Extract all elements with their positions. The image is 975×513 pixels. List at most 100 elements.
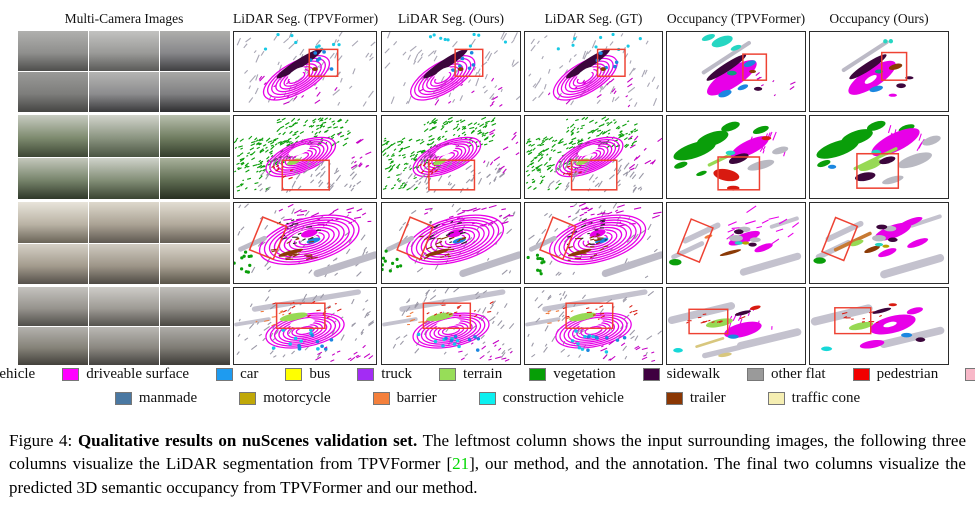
- panel-r3-lidar-ours: [381, 202, 521, 284]
- legend-swatch-bicycle: [965, 368, 975, 381]
- camera-image-r3-3: [160, 202, 230, 243]
- red-highlight-box: [834, 307, 872, 335]
- legend-label-ego-vehicle: ego vehicle: [0, 366, 36, 382]
- legend-label-sidewalk: sidewalk: [666, 366, 720, 382]
- legend-item-terrain: terrain: [439, 366, 502, 383]
- legend-item-construction-vehicle: construction vehicle: [478, 390, 624, 407]
- red-highlight-box: [881, 51, 908, 81]
- panel-r1-occupancy-tpvformer: [666, 31, 806, 112]
- panel-r2-lidar-tpvformer: [233, 115, 377, 199]
- camera-image-r4-2: [89, 287, 159, 326]
- panel-r3-multi-camera-images: [18, 202, 230, 284]
- legend-label-terrain: terrain: [463, 366, 503, 382]
- legend-item-motorcycle: motorcycle: [239, 390, 331, 407]
- legend-label-manmade: manmade: [138, 390, 198, 406]
- caption-figure-label: Figure 4:: [9, 431, 78, 450]
- red-highlight-box: [308, 48, 339, 77]
- panel-r3-occupancy-tpvformer: [666, 202, 806, 284]
- camera-image-r4-3: [160, 287, 230, 326]
- legend-swatch-driveable-surface: [62, 368, 80, 381]
- camera-image-r3-2: [89, 202, 159, 243]
- camera-image-r1-4: [18, 72, 88, 112]
- legend-label-motorcycle: motorcycle: [263, 390, 331, 406]
- red-highlight-box: [422, 302, 472, 329]
- legend-item-car: car: [216, 366, 258, 383]
- red-highlight-box: [428, 159, 476, 191]
- camera-image-r1-6: [160, 72, 230, 112]
- legend-item-vegetation: vegetation: [529, 366, 616, 383]
- legend-item-trailer: trailer: [665, 390, 726, 407]
- red-highlight-box: [565, 302, 614, 329]
- panel-r3-lidar-tpvformer: [233, 202, 377, 284]
- legend-swatch-construction-vehicle: [478, 392, 496, 405]
- panel-r4-lidar-gt: [524, 287, 663, 365]
- legend-row-2: manmade motorcycle barrier construction veh…: [0, 388, 975, 409]
- caption-bold-title: Qualitative results on nuScenes validati…: [77, 431, 418, 450]
- red-highlight-box: [275, 302, 326, 329]
- camera-image-r4-5: [89, 326, 159, 365]
- camera-image-r2-4: [18, 157, 88, 199]
- camera-image-r1-5: [89, 72, 159, 112]
- legend-label-bus: bus: [309, 366, 331, 382]
- red-highlight-box: [742, 53, 768, 81]
- red-highlight-box: [856, 152, 900, 189]
- column-header-occupancy-ours-: Occupancy (Ours): [829, 11, 929, 26]
- camera-image-r2-6: [160, 157, 230, 199]
- caption-text-1: The leftmost column shows the input surr…: [9, 431, 967, 474]
- caption-text-2: ], our method, and the annotation. The f…: [9, 454, 966, 497]
- legend-item-bicycle: bicycle: [965, 366, 975, 383]
- legend-swatch-sidewalk: [642, 368, 660, 381]
- legend-swatch-trailer: [665, 392, 683, 405]
- panel-r3-occupancy-ours: [809, 202, 949, 284]
- legend-label-pedestrian: pedestrian: [876, 366, 939, 382]
- panel-r1-lidar-gt: [524, 31, 663, 112]
- camera-image-r3-4: [18, 243, 88, 284]
- legend-item-driveable-surface: driveable surface: [62, 366, 189, 383]
- panel-r4-lidar-ours: [381, 287, 521, 365]
- legend-swatch-car: [216, 368, 234, 381]
- camera-image-r2-1: [18, 115, 88, 157]
- camera-image-r4-4: [18, 326, 88, 365]
- panel-r2-occupancy-ours: [809, 115, 949, 199]
- panel-r2-lidar-ours: [381, 115, 521, 199]
- red-highlight-box: [596, 48, 626, 77]
- camera-image-r1-1: [18, 31, 88, 71]
- red-highlight-box: [396, 216, 435, 261]
- legend-swatch-terrain: [439, 368, 457, 381]
- legend-item-manmade: manmade: [114, 390, 198, 407]
- camera-image-r1-3: [160, 31, 230, 71]
- camera-image-r3-6: [160, 243, 230, 284]
- legend-label-other-flat: other flat: [771, 366, 826, 382]
- legend-item-barrier: barrier: [372, 390, 437, 407]
- panel-r4-occupancy-ours: [809, 287, 949, 365]
- legend-item-traffic-cone: traffic cone: [767, 390, 861, 407]
- camera-image-r2-3: [160, 115, 230, 157]
- legend-swatch-truck: [357, 368, 375, 381]
- panel-r1-lidar-ours: [381, 31, 521, 112]
- legend-row-1: ego vehicle driveable surface car bus truck t…: [0, 364, 975, 385]
- red-highlight-box: [281, 159, 330, 191]
- legend-swatch-vegetation: [529, 368, 547, 381]
- citation-link-21[interactable]: 21: [452, 454, 470, 474]
- legend-label-traffic-cone: traffic cone: [791, 390, 861, 406]
- panel-r1-multi-camera-images: [18, 31, 230, 112]
- panel-r2-occupancy-tpvformer: [666, 115, 806, 199]
- column-header-lidar-seg-gt-: LiDAR Seg. (GT): [544, 11, 643, 26]
- red-highlight-box: [454, 48, 484, 77]
- panel-r1-lidar-tpvformer: [233, 31, 377, 112]
- column-header-lidar-seg-ours-: LiDAR Seg. (Ours): [397, 11, 505, 26]
- legend-item-bus: bus: [285, 366, 330, 383]
- legend-swatch-barrier: [372, 392, 390, 405]
- camera-image-r1-2: [89, 31, 159, 71]
- legend-label-vegetation: vegetation: [553, 366, 616, 382]
- legend-swatch-motorcycle: [239, 392, 257, 405]
- camera-image-r3-1: [18, 202, 88, 243]
- legend-label-car: car: [240, 366, 259, 382]
- legend-item-other-flat: other flat: [747, 366, 826, 383]
- column-header-multi-camera-images: Multi-Camera Images: [64, 11, 184, 26]
- legend: ego vehicle driveable surface car bus truck t…: [0, 364, 975, 409]
- red-highlight-box: [717, 156, 761, 191]
- camera-image-r2-5: [89, 157, 159, 199]
- panel-r4-lidar-tpvformer: [233, 287, 377, 365]
- column-header-lidar-seg-tpvformer-: LiDAR Seg. (TPVFormer): [233, 11, 379, 26]
